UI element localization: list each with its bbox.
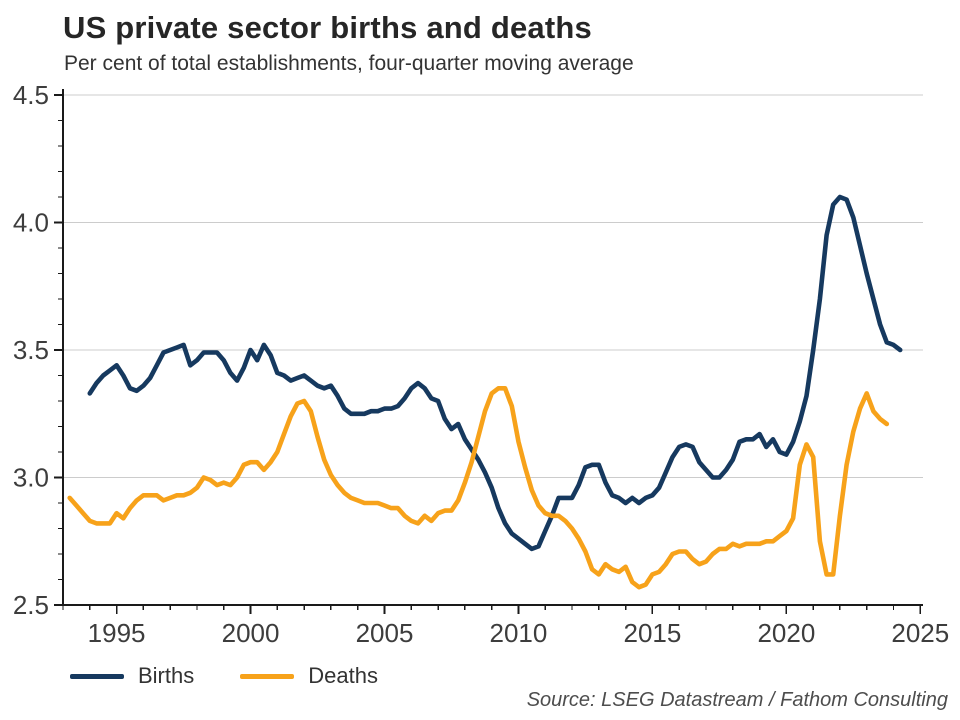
y-axis-tick-label: 3.0 xyxy=(13,463,49,493)
x-axis-tick-label: 1995 xyxy=(88,618,146,648)
births-line xyxy=(87,194,903,552)
births-line-swatch xyxy=(70,673,124,679)
deaths-line xyxy=(67,385,890,590)
y-axis-tick-label: 2.5 xyxy=(13,590,49,620)
chart-title: US private sector births and deaths xyxy=(63,10,592,45)
x-axis-tick-label: 2000 xyxy=(222,618,280,648)
legend-item-births: Births xyxy=(70,665,194,687)
legend: Births Deaths xyxy=(70,661,378,691)
y-axis-tick-label: 4.5 xyxy=(13,80,49,110)
x-axis-tick-label: 2010 xyxy=(490,618,548,648)
deaths-line-swatch xyxy=(240,673,295,679)
x-axis-tick-label: 2015 xyxy=(623,618,681,648)
x-axis-tick-label: 2020 xyxy=(757,618,815,648)
x-axis-tick-label: 2025 xyxy=(891,618,949,648)
x-axis-tick-label: 2005 xyxy=(356,618,414,648)
chart-subtitle: Per cent of total establishments, four-q… xyxy=(64,52,634,75)
legend-label-deaths: Deaths xyxy=(308,663,378,688)
y-axis-tick-label: 4.0 xyxy=(13,208,49,238)
y-axis-tick-label: 3.5 xyxy=(13,335,49,365)
legend-label-births: Births xyxy=(138,663,195,688)
legend-item-deaths: Deaths xyxy=(240,665,378,687)
source-note: Source: LSEG Datastream / Fathom Consult… xyxy=(526,689,948,711)
